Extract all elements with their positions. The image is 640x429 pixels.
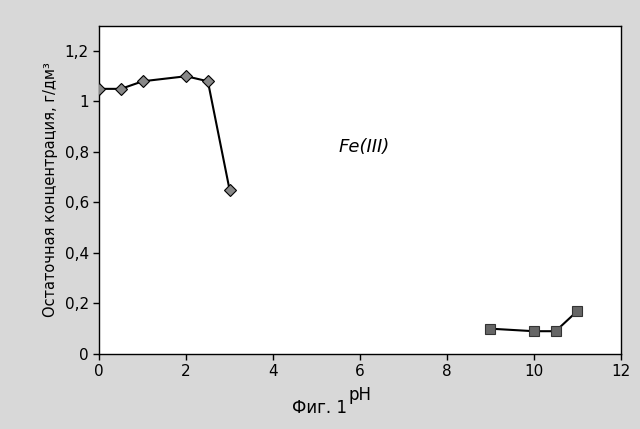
Y-axis label: Остаточная концентрация, г/дм³: Остаточная концентрация, г/дм³ — [43, 62, 58, 317]
Text: Fe(III): Fe(III) — [339, 138, 390, 156]
X-axis label: pH: pH — [349, 386, 371, 404]
Text: Фиг. 1: Фиг. 1 — [292, 399, 348, 417]
